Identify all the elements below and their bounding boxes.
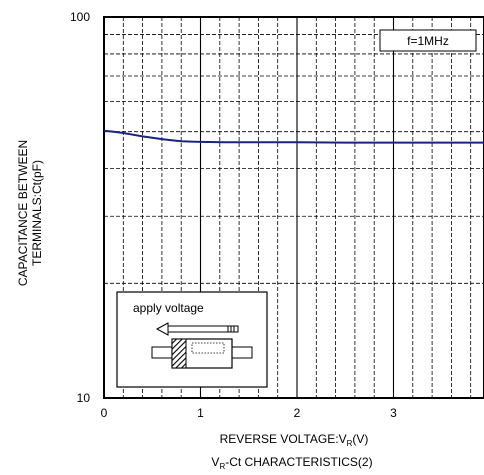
inset: apply voltage <box>116 291 268 388</box>
series-group <box>103 129 484 144</box>
x-tick-label: 0 <box>101 406 108 420</box>
y-tick-label: 10 <box>77 391 91 405</box>
y-axis-label: CAPACITANCE BETWEEN TERMINALS:Ct(pF) <box>16 140 44 286</box>
x-axis-label-rest: (V) <box>352 432 368 446</box>
chart-caption-main: V <box>211 455 219 469</box>
y-axis-label-line2: TERMINALS:Ct(pF) <box>30 160 44 266</box>
y-axis-label-line1: CAPACITANCE BETWEEN <box>16 140 30 286</box>
x-axis-label-main: REVERSE VOLTAGE:V <box>220 432 347 446</box>
x-tick-label: 3 <box>390 406 397 420</box>
plot-frame <box>103 16 484 399</box>
x-axis-label-sub: R <box>347 439 353 448</box>
diode-icon <box>151 338 253 369</box>
legend-text: f=1MHz <box>407 34 449 48</box>
tick-labels: 0 1 2 3 10 100 <box>70 10 397 420</box>
x-tick-label: 1 <box>197 406 204 420</box>
legend: f=1MHz <box>379 29 477 52</box>
grid <box>104 17 484 398</box>
series-line <box>103 129 484 144</box>
y-tick-label: 100 <box>70 10 90 24</box>
arrow-icon <box>155 322 239 336</box>
chart-caption: VR-Ct CHARACTERISTICS(2) <box>211 455 372 471</box>
inset-label: apply voltage <box>133 301 204 315</box>
x-tick-label: 2 <box>294 406 301 420</box>
chart-caption-sub: R <box>219 462 225 471</box>
chart-caption-rest: -Ct CHARACTERISTICS(2) <box>225 455 372 469</box>
x-axis-label: REVERSE VOLTAGE:VR(V) <box>220 432 369 448</box>
legend-frame <box>379 29 477 52</box>
